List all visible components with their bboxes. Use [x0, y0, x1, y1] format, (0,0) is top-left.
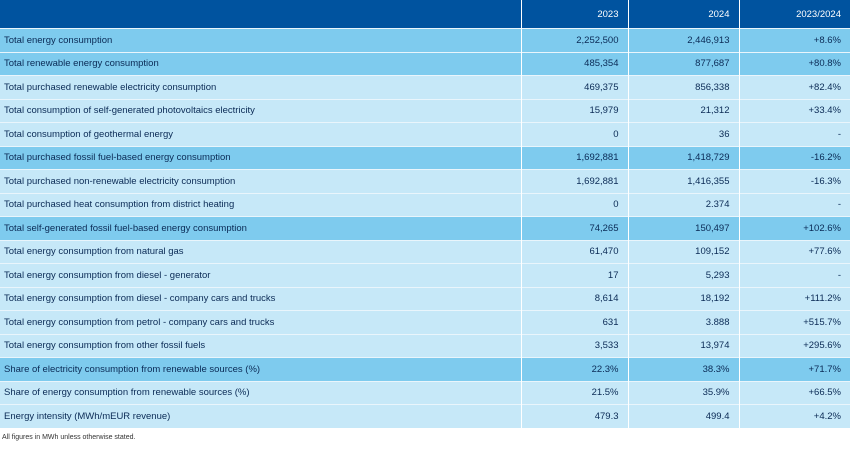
row-label: Total consumption of self-generated phot…	[0, 98, 521, 123]
value-2023: 1,692,881	[520, 169, 628, 193]
value-change: -16.2%	[738, 145, 850, 170]
value-change: +515.7%	[738, 310, 850, 334]
table-row: Share of electricity consumption from re…	[0, 357, 850, 381]
value-change: -	[738, 263, 850, 287]
value-2024: 109,152	[627, 239, 739, 264]
table-header-row: 2023 2024 2023/2024	[0, 0, 850, 29]
table-row: Total energy consumption from petrol - c…	[0, 310, 850, 334]
table-row: Total consumption of geothermal energy 0 3…	[0, 122, 850, 146]
value-change: +82.4%	[738, 75, 850, 99]
value-2023: 0	[520, 122, 628, 146]
value-change: +4.2%	[738, 404, 850, 428]
value-2024: 18,192	[627, 286, 739, 311]
value-change: +77.6%	[738, 239, 850, 264]
value-2024: 856,338	[627, 75, 739, 99]
value-2024: 36	[627, 122, 739, 146]
energy-consumption-table: 2023 2024 2023/2024 Total energy consump…	[0, 0, 850, 428]
table-body: Total energy consumption 2,252,500 2,446,9…	[0, 28, 850, 428]
value-2023: 2,252,500	[520, 28, 628, 52]
value-2023: 74,265	[520, 216, 628, 240]
row-label: Share of electricity consumption from re…	[0, 357, 521, 381]
value-2024: 13,974	[627, 333, 739, 358]
value-change: -	[738, 122, 850, 146]
row-label: Total energy consumption from petrol - c…	[0, 310, 521, 334]
table-row: Energy intensity (MWh/mEUR revenue) 479.3…	[0, 404, 850, 428]
table-row: Total purchased non-renewable electricit…	[0, 169, 850, 193]
row-label: Total purchased heat consumption from di…	[0, 192, 521, 217]
value-change: +295.6%	[738, 333, 850, 358]
table-row: Total consumption of self-generated phot…	[0, 98, 850, 123]
footnote: All figures in MWh unless otherwise stat…	[2, 433, 136, 441]
value-change: +71.7%	[738, 357, 850, 381]
value-2023: 61,470	[520, 239, 628, 264]
row-label: Total energy consumption from diesel - c…	[0, 286, 521, 311]
value-2023: 15,979	[520, 98, 628, 123]
value-2023: 3,533	[520, 333, 628, 358]
value-2023: 8,614	[520, 286, 628, 311]
table-row: Total energy consumption from diesel - g…	[0, 263, 850, 287]
value-2023: 485,354	[520, 51, 628, 76]
value-2024: 38.3%	[627, 357, 739, 381]
table-row: Total energy consumption 2,252,500 2,446,9…	[0, 28, 850, 52]
value-2023: 17	[520, 263, 628, 287]
table-row: Total energy consumption from diesel - c…	[0, 286, 850, 311]
value-2023: 479.3	[520, 404, 628, 428]
value-2024: 150,497	[627, 216, 739, 240]
value-change: -	[738, 192, 850, 217]
value-2024: 2,446,913	[627, 28, 739, 52]
row-label: Total energy consumption from natural ga…	[0, 239, 521, 264]
row-label: Total renewable energy consumption	[0, 51, 521, 76]
row-label: Share of energy consumption from renewab…	[0, 380, 521, 405]
table-row: Total purchased heat consumption from di…	[0, 192, 850, 217]
value-2024: 35.9%	[627, 380, 739, 405]
row-label: Total self-generated fossil fuel-based e…	[0, 216, 521, 240]
value-change: +80.8%	[738, 51, 850, 76]
row-label: Total consumption of geothermal energy	[0, 122, 521, 146]
value-2024: 2.374	[627, 192, 739, 217]
value-2023: 0	[520, 192, 628, 217]
value-2023: 469,375	[520, 75, 628, 99]
header-change: 2023/2024	[738, 0, 850, 29]
value-2024: 21,312	[627, 98, 739, 123]
value-2024: 3.888	[627, 310, 739, 334]
row-label: Total purchased renewable electricity co…	[0, 75, 521, 99]
value-2024: 499.4	[627, 404, 739, 428]
header-2024: 2024	[627, 0, 739, 29]
header-2023: 2023	[520, 0, 628, 29]
header-label-column	[0, 0, 521, 29]
value-change: -16.3%	[738, 169, 850, 193]
value-change: +66.5%	[738, 380, 850, 405]
table-row: Total purchased renewable electricity co…	[0, 75, 850, 99]
row-label: Total energy consumption from diesel - g…	[0, 263, 521, 287]
value-change: +8.6%	[738, 28, 850, 52]
table-row: Share of energy consumption from renewab…	[0, 380, 850, 405]
table-row: Total energy consumption from other foss…	[0, 333, 850, 358]
value-change: +111.2%	[738, 286, 850, 311]
value-2024: 1,416,355	[627, 169, 739, 193]
value-2023: 22.3%	[520, 357, 628, 381]
row-label: Energy intensity (MWh/mEUR revenue)	[0, 404, 521, 428]
table-row: Total energy consumption from natural ga…	[0, 239, 850, 264]
row-label: Total energy consumption from other foss…	[0, 333, 521, 358]
row-label: Total purchased non-renewable electricit…	[0, 169, 521, 193]
value-2024: 1,418,729	[627, 145, 739, 170]
value-2023: 631	[520, 310, 628, 334]
energy-consumption-table-container: 2023 2024 2023/2024 Total energy consump…	[0, 0, 850, 441]
value-change: +33.4%	[738, 98, 850, 123]
row-label: Total energy consumption	[0, 28, 521, 52]
value-2023: 1,692,881	[520, 145, 628, 170]
value-2023: 21.5%	[520, 380, 628, 405]
table-row: Total self-generated fossil fuel-based e…	[0, 216, 850, 240]
value-change: +102.6%	[738, 216, 850, 240]
value-2024: 877,687	[627, 51, 739, 76]
value-2024: 5,293	[627, 263, 739, 287]
table-row: Total renewable energy consumption 485,35…	[0, 51, 850, 76]
row-label: Total purchased fossil fuel-based energy…	[0, 145, 521, 170]
table-row: Total purchased fossil fuel-based energy…	[0, 145, 850, 170]
